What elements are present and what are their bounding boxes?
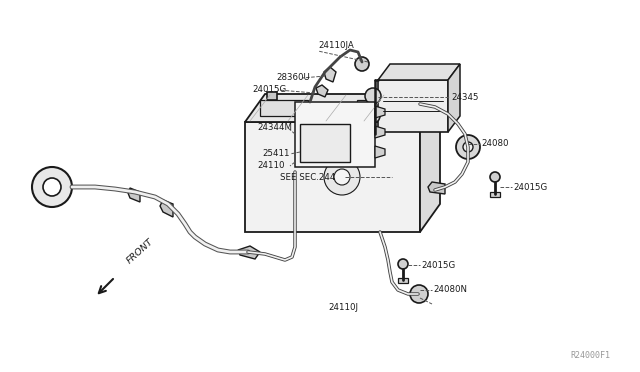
Bar <box>378 80 448 132</box>
Text: FRONT: FRONT <box>125 237 155 265</box>
Text: SEE SEC.244: SEE SEC.244 <box>280 173 335 182</box>
Circle shape <box>456 135 480 159</box>
Circle shape <box>410 285 428 303</box>
Polygon shape <box>428 182 445 194</box>
Polygon shape <box>378 64 460 80</box>
Polygon shape <box>324 67 336 82</box>
Bar <box>300 124 350 162</box>
Circle shape <box>490 172 500 182</box>
Text: 24015G: 24015G <box>513 183 547 192</box>
Text: 28360U: 28360U <box>276 74 310 83</box>
Circle shape <box>366 109 380 123</box>
Circle shape <box>43 178 61 196</box>
Text: 24344M: 24344M <box>257 124 292 132</box>
Polygon shape <box>316 85 328 97</box>
Bar <box>378 92 388 100</box>
Text: 24110: 24110 <box>257 161 285 170</box>
Polygon shape <box>375 126 385 138</box>
Circle shape <box>463 142 473 152</box>
Bar <box>357 100 405 116</box>
Text: 24110JA: 24110JA <box>318 41 354 50</box>
Polygon shape <box>245 94 440 122</box>
Polygon shape <box>238 246 260 259</box>
Bar <box>245 122 420 232</box>
Text: 24080: 24080 <box>481 140 509 148</box>
Polygon shape <box>128 188 140 202</box>
Polygon shape <box>160 200 173 217</box>
Circle shape <box>32 167 72 207</box>
Text: 24015G: 24015G <box>252 86 286 94</box>
Bar <box>260 100 308 116</box>
Polygon shape <box>375 146 385 158</box>
Circle shape <box>398 259 408 269</box>
Circle shape <box>324 159 360 195</box>
Polygon shape <box>448 64 460 132</box>
Bar <box>398 278 408 283</box>
Circle shape <box>355 57 369 71</box>
Bar <box>295 102 375 167</box>
Circle shape <box>334 169 350 185</box>
Polygon shape <box>375 106 385 118</box>
Text: 24080N: 24080N <box>433 285 467 295</box>
Bar <box>267 92 277 100</box>
Text: 24015G: 24015G <box>421 260 455 269</box>
Text: 24110J: 24110J <box>328 302 358 311</box>
Bar <box>490 192 500 197</box>
Text: R24000F1: R24000F1 <box>570 351 610 360</box>
Circle shape <box>365 88 381 104</box>
Text: 25411: 25411 <box>262 150 289 158</box>
Text: 24345: 24345 <box>451 93 479 102</box>
Polygon shape <box>420 94 440 232</box>
